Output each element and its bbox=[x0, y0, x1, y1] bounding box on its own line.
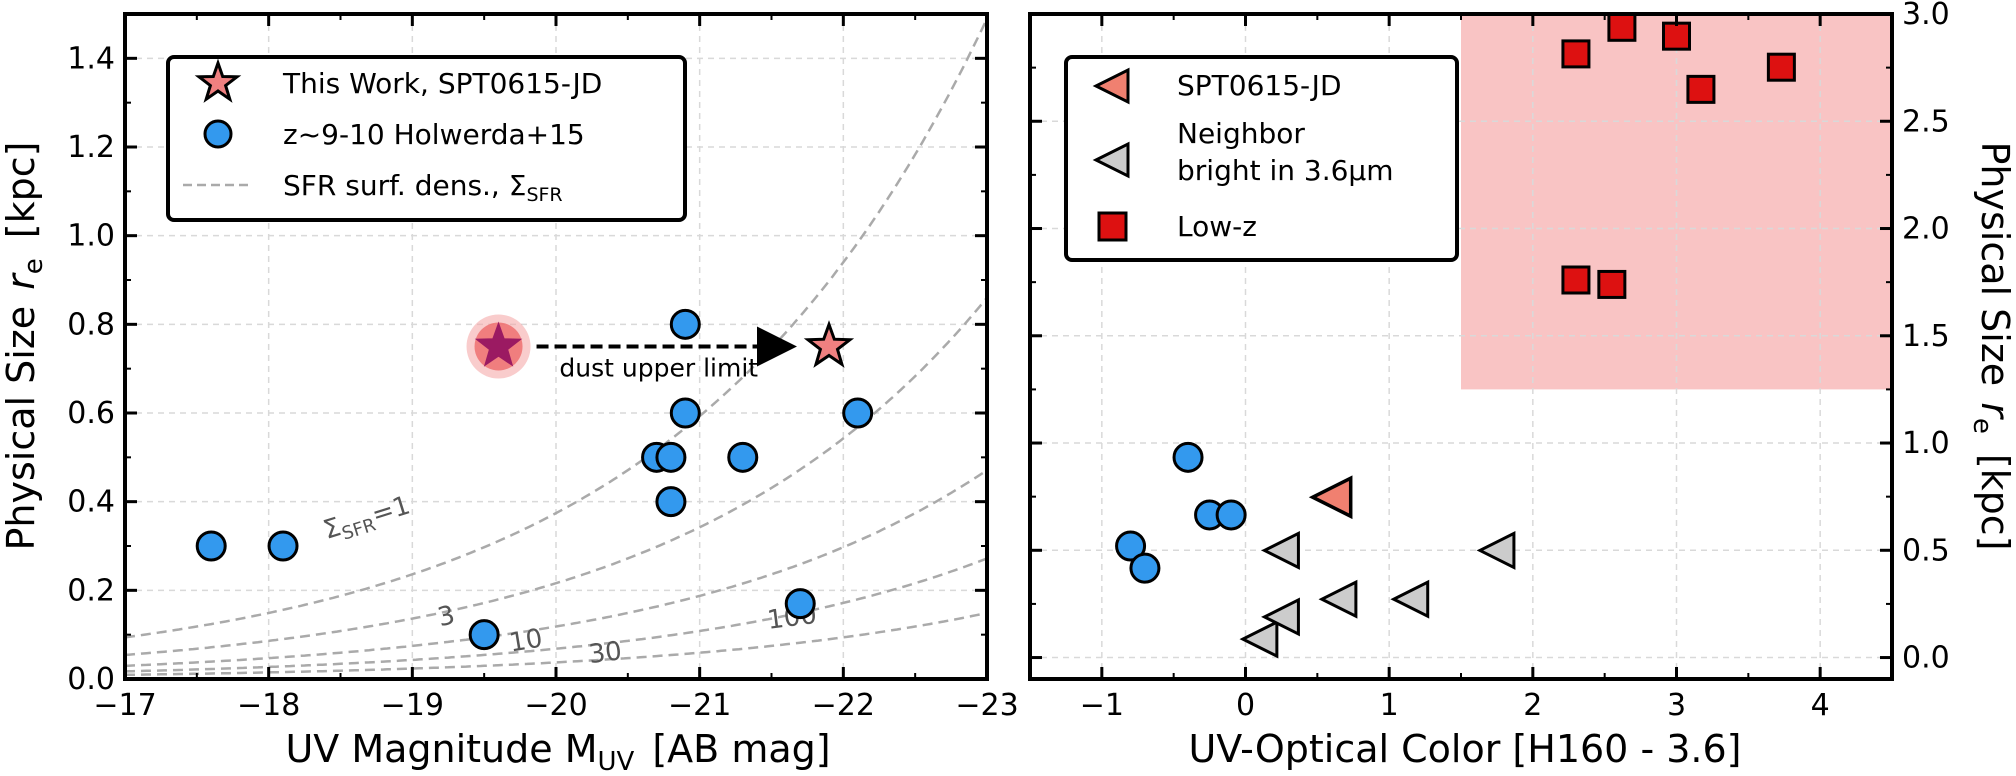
low-z-square bbox=[1686, 74, 1716, 104]
right-y-tick-label: 1.5 bbox=[1902, 319, 1950, 354]
right-data-points bbox=[1115, 12, 1796, 659]
neighbor-triangle bbox=[1261, 597, 1300, 637]
right-x-tick-label: 0 bbox=[1236, 688, 1255, 723]
blue-circle-point bbox=[1215, 499, 1247, 531]
legend-circle-icon bbox=[203, 119, 233, 149]
neighbor-triangle bbox=[1318, 579, 1358, 619]
low-z-square bbox=[1607, 12, 1637, 42]
low-z-square bbox=[1561, 39, 1591, 69]
holwerda-point bbox=[267, 530, 299, 562]
right-y-axis-label: Physical Sizere[kpc] bbox=[1967, 142, 2016, 551]
right-y-tick-label: 0.5 bbox=[1902, 533, 1950, 568]
left-legend-box bbox=[166, 55, 687, 222]
left-x-tick-label: −17 bbox=[93, 688, 156, 723]
left-x-tick-label: −23 bbox=[955, 688, 1018, 723]
dust-upper-limit-label: dust upper limit bbox=[559, 354, 758, 383]
holwerda-point bbox=[655, 486, 687, 518]
legend-triangle-neighbor-icon bbox=[1092, 141, 1130, 179]
right-y-tick-label: 2.5 bbox=[1902, 104, 1950, 139]
left-axis-ticks: −17 −18 −19 −20 −21 −22 −23 0.0 0.2 0.4 0.6 0.8 1.0 1… bbox=[67, 13, 1019, 723]
holwerda-point bbox=[195, 530, 227, 562]
right-axis-ticks: −1 0 1 2 3 4 0.0 0.5 1.0 1.5 2.0 2.5 3.0 bbox=[1029, 0, 1950, 723]
holwerda-point bbox=[669, 397, 701, 429]
holwerda-point bbox=[784, 588, 816, 620]
legend-triangle-spt-icon bbox=[1092, 67, 1130, 105]
right-legend: SPT0615-JD Neighbor bright in 3.6μm Low-… bbox=[1064, 55, 1459, 262]
sigma-contour-label: ΣSFR=1 bbox=[320, 491, 415, 550]
low-z-square bbox=[1766, 52, 1796, 82]
left-legend: This Work, SPT0615-JD z~9-10 Holwerda+15… bbox=[166, 55, 687, 222]
sigma-contour-line bbox=[125, 18, 987, 639]
sigma-contour-line bbox=[125, 557, 987, 673]
left-y-tick-label: 1.2 bbox=[67, 130, 115, 165]
right-panel: −1 0 1 2 3 4 0.0 0.5 1.0 1.5 2.0 2.5 3.0 SPT0615-JD … bbox=[1028, 0, 2016, 771]
legend-label-sfr: SFR surf. dens., ΣSFR bbox=[283, 169, 563, 206]
blue-circle-point bbox=[1172, 441, 1204, 473]
legend-label-spt: SPT0615-JD bbox=[1177, 69, 1342, 102]
low-z-square bbox=[1597, 269, 1627, 299]
legend-star-icon bbox=[194, 58, 242, 103]
legend-label-neighbor-line2: bright in 3.6μm bbox=[1177, 154, 1394, 187]
right-x-axis-label: UV-Optical Color [H160 - 3.6] bbox=[1188, 727, 1741, 771]
left-x-axis-label: UV Magnitude MUV [AB mag] bbox=[285, 727, 830, 776]
blue-circle-point bbox=[1115, 530, 1147, 562]
legend-label-holwerda: z~9-10 Holwerda+15 bbox=[283, 118, 585, 151]
neighbor-triangle bbox=[1390, 579, 1430, 619]
left-y-tick-label: 0.2 bbox=[67, 573, 115, 608]
holwerda-point bbox=[842, 397, 874, 429]
left-y-tick-label: 0.8 bbox=[67, 307, 115, 342]
left-x-tick-label: −22 bbox=[812, 688, 875, 723]
dust-arrow: dust upper limit bbox=[536, 326, 797, 383]
holwerda-point bbox=[669, 308, 701, 340]
legend-label-neighbor: Neighbor bbox=[1177, 117, 1305, 150]
left-data-points bbox=[195, 308, 874, 651]
right-x-tick-label: 2 bbox=[1523, 688, 1542, 723]
left-y-tick-label: 0.0 bbox=[67, 662, 115, 697]
left-x-tick-label: −20 bbox=[524, 688, 587, 723]
right-y-tick-label: 3.0 bbox=[1902, 0, 1950, 32]
left-curves bbox=[125, 18, 987, 677]
left-x-tick-label: −19 bbox=[381, 688, 444, 723]
neighbor-triangle bbox=[1239, 619, 1279, 659]
this-work-star-corrected bbox=[803, 320, 855, 368]
left-x-tick-label: −18 bbox=[237, 688, 300, 723]
right-x-tick-label: −1 bbox=[1080, 688, 1124, 723]
left-x-tick-label: −21 bbox=[668, 688, 731, 723]
neighbor-triangle bbox=[1476, 531, 1516, 570]
right-y-tick-label: 2.0 bbox=[1902, 212, 1950, 247]
sigma-contour-line bbox=[125, 296, 987, 657]
neighbor-triangle bbox=[1261, 531, 1300, 570]
sigma-contour-label: 3 bbox=[435, 600, 458, 633]
left-y-axis-label: Physical Sizere[kpc] bbox=[0, 142, 49, 551]
holwerda-point bbox=[655, 441, 687, 473]
sigma-contour-line bbox=[125, 469, 987, 668]
left-y-tick-label: 1.0 bbox=[67, 219, 115, 254]
low-z-square bbox=[1662, 21, 1691, 51]
this-work-star-observed bbox=[474, 321, 523, 367]
right-x-tick-label: 1 bbox=[1380, 688, 1399, 723]
left-y-tick-label: 1.4 bbox=[67, 41, 115, 76]
legend-label-this-work: This Work, SPT0615-JD bbox=[282, 67, 602, 100]
legend-star-shape bbox=[194, 58, 242, 103]
right-x-tick-label: 3 bbox=[1667, 688, 1686, 723]
right-legend-box bbox=[1064, 55, 1459, 262]
left-y-tick-label: 0.6 bbox=[67, 396, 115, 431]
right-y-tick-label: 1.0 bbox=[1902, 426, 1950, 461]
spt-triangle bbox=[1308, 475, 1353, 520]
holwerda-point bbox=[468, 619, 500, 651]
legend-square-lowz-icon bbox=[1097, 211, 1128, 242]
right-x-tick-label: 4 bbox=[1811, 688, 1830, 723]
right-y-tick-label: 0.0 bbox=[1902, 641, 1950, 676]
left-y-tick-label: 0.4 bbox=[67, 485, 115, 520]
sigma-contour-label: 10 bbox=[507, 624, 545, 659]
legend-label-lowz: Low-z bbox=[1177, 210, 1257, 243]
holwerda-point bbox=[727, 441, 759, 473]
low-z-square bbox=[1561, 265, 1591, 295]
blue-circle-point bbox=[1129, 552, 1161, 584]
sigma-contour-label: 30 bbox=[587, 636, 624, 670]
